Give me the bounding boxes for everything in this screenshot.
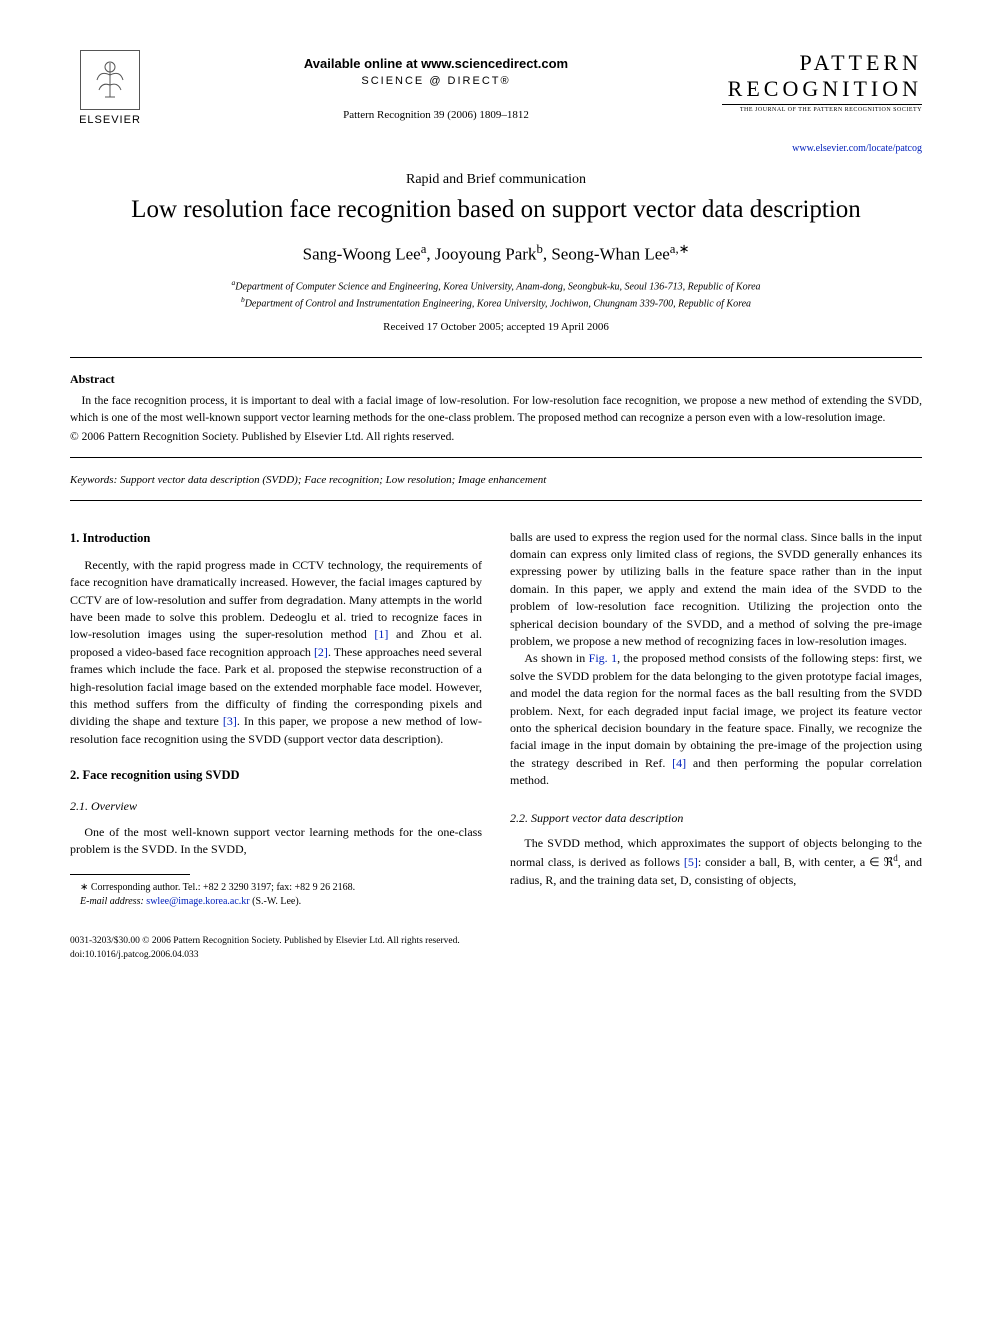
divider — [722, 104, 922, 105]
page-footer: 0031-3203/$30.00 © 2006 Pattern Recognit… — [70, 935, 922, 962]
keywords-section: Keywords: Support vector data descriptio… — [70, 464, 922, 501]
ref-link-4[interactable]: [4] — [672, 756, 686, 770]
footnote-email-line: E-mail address: swlee@image.korea.ac.kr … — [70, 895, 482, 909]
abstract-text: In the face recognition process, it is i… — [70, 393, 922, 426]
footnote-separator — [70, 874, 190, 875]
page-header: ELSEVIER Available online at www.science… — [70, 50, 922, 154]
section-2-heading: 2. Face recognition using SVDD — [70, 766, 482, 784]
footer-copyright: 0031-3203/$30.00 © 2006 Pattern Recognit… — [70, 935, 922, 948]
journal-url-link[interactable]: www.elsevier.com/locate/patcog — [722, 143, 922, 154]
journal-logo: PATTERN RECOGNITION THE JOURNAL OF THE P… — [722, 50, 922, 154]
elsevier-tree-icon — [80, 50, 140, 110]
abstract-copyright: © 2006 Pattern Recognition Society. Publ… — [70, 431, 922, 443]
section-1-heading: 1. Introduction — [70, 529, 482, 547]
column-left: 1. Introduction Recently, with the rapid… — [70, 529, 482, 910]
center-header: Available online at www.sciencedirect.co… — [150, 50, 722, 121]
sciencedirect-text: SCIENCE @ DIRECT® — [150, 75, 722, 87]
col2-para1: balls are used to express the region use… — [510, 529, 922, 651]
footnote-email-link[interactable]: swlee@image.korea.ac.kr — [146, 896, 249, 907]
ref-link-2[interactable]: [2] — [314, 645, 328, 659]
keywords-label: Keywords: — [70, 474, 117, 486]
authors: Sang-Woong Leea, Jooyoung Parkb, Seong-W… — [70, 242, 922, 265]
body-columns: 1. Introduction Recently, with the rapid… — [70, 529, 922, 910]
paper-title: Low resolution face recognition based on… — [70, 196, 922, 224]
communication-type: Rapid and Brief communication — [70, 172, 922, 188]
journal-reference: Pattern Recognition 39 (2006) 1809–1812 — [150, 109, 722, 121]
footnote-corr: ∗ Corresponding author. Tel.: +82 2 3290… — [70, 881, 482, 895]
affiliations: aDepartment of Computer Science and Engi… — [70, 277, 922, 312]
section-2-1-para: One of the most well-known support vecto… — [70, 824, 482, 859]
received-accepted-dates: Received 17 October 2005; accepted 19 Ap… — [70, 321, 922, 333]
affiliation-a: aDepartment of Computer Science and Engi… — [70, 277, 922, 294]
fig-link-1[interactable]: Fig. 1 — [589, 651, 617, 665]
corresponding-author-footnote: ∗ Corresponding author. Tel.: +82 2 3290… — [70, 881, 482, 909]
ref-link-3[interactable]: [3] — [223, 714, 237, 728]
abstract-section: Abstract In the face recognition process… — [70, 357, 922, 457]
elsevier-logo: ELSEVIER — [70, 50, 150, 126]
keywords-text: Support vector data description (SVDD); … — [120, 474, 546, 486]
col2-para2: As shown in Fig. 1, the proposed method … — [510, 650, 922, 789]
section-2-1-heading: 2.1. Overview — [70, 798, 482, 815]
footer-doi: doi:10.1016/j.patcog.2006.04.033 — [70, 949, 922, 962]
column-right: balls are used to express the region use… — [510, 529, 922, 910]
ref-link-5[interactable]: [5] — [684, 855, 698, 869]
available-online-text: Available online at www.sciencedirect.co… — [150, 56, 722, 71]
section-1-para: Recently, with the rapid progress made i… — [70, 557, 482, 748]
elsevier-text: ELSEVIER — [79, 114, 141, 126]
section-2-2-para: The SVDD method, which approximates the … — [510, 835, 922, 889]
journal-subtitle: THE JOURNAL OF THE PATTERN RECOGNITION S… — [722, 107, 922, 113]
section-2-2-heading: 2.2. Support vector data description — [510, 810, 922, 827]
ref-link-1[interactable]: [1] — [374, 627, 388, 641]
affiliation-b: bDepartment of Control and Instrumentati… — [70, 294, 922, 311]
abstract-heading: Abstract — [70, 372, 922, 387]
journal-title: PATTERN RECOGNITION — [722, 50, 922, 102]
